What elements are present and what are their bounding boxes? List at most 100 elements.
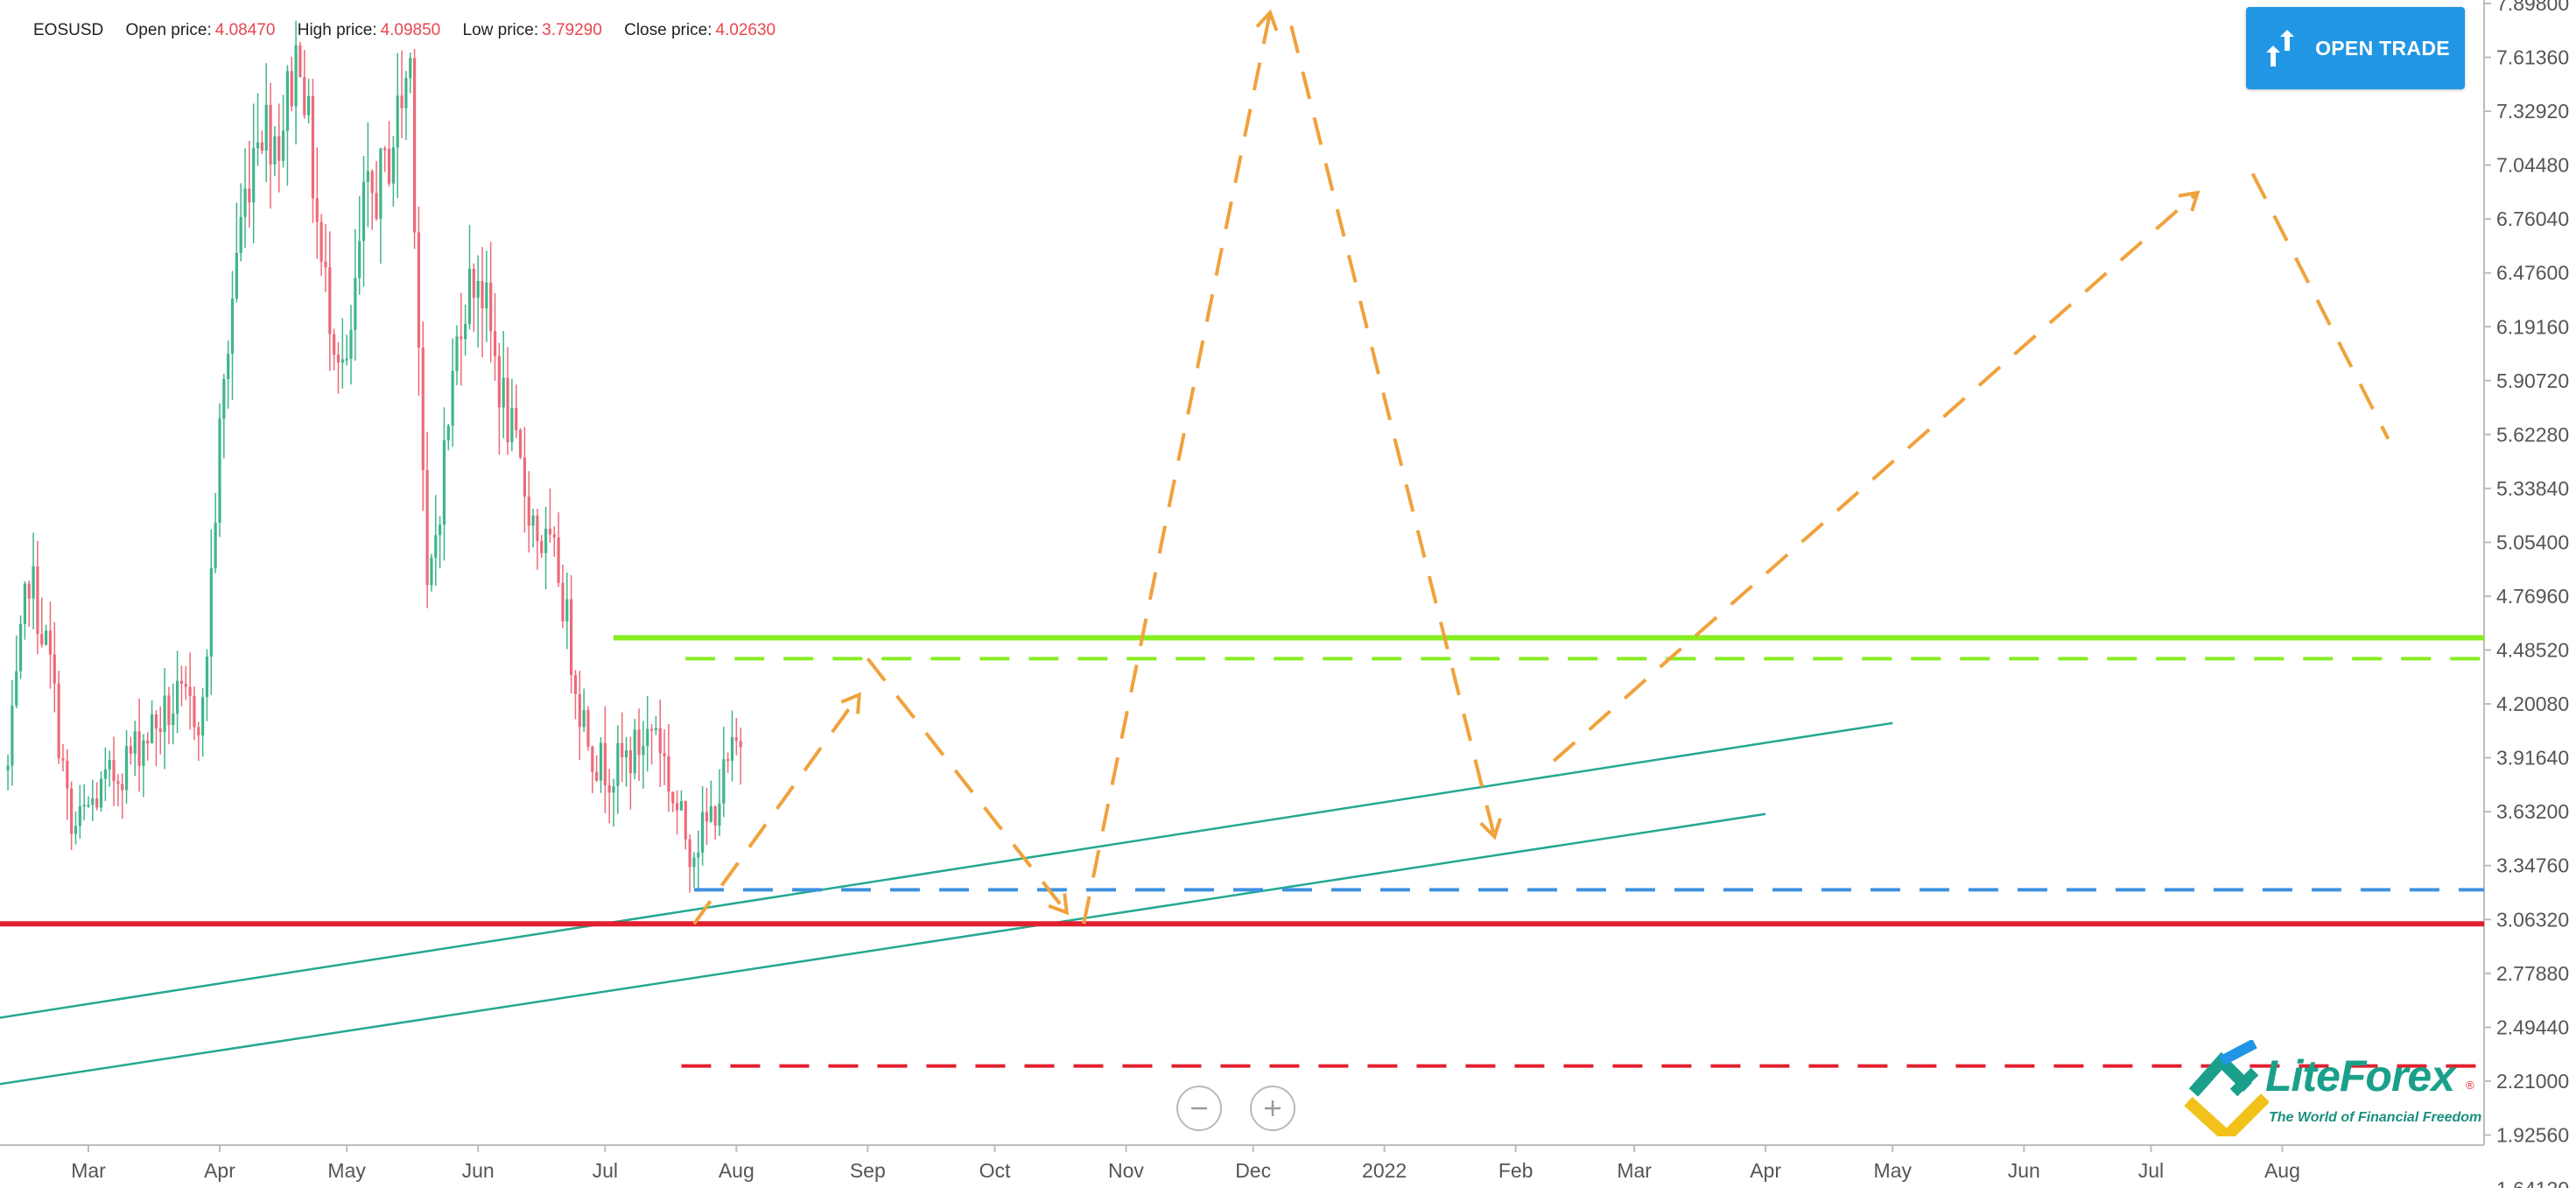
candle-down [193, 696, 196, 728]
candle-down [548, 528, 552, 535]
candle-up [142, 740, 145, 766]
candle-up [222, 378, 226, 419]
candle-down [536, 515, 539, 542]
forecast-segment [2250, 172, 2390, 440]
candle-up [633, 729, 636, 774]
candle-up [654, 728, 657, 731]
candle-down [481, 280, 484, 309]
candle-down [40, 634, 44, 645]
candle-up [209, 567, 213, 657]
forecast-segment [1552, 191, 2199, 763]
candle-up [642, 746, 645, 756]
candle-down [53, 654, 56, 684]
candle-down [595, 771, 599, 781]
close-value: 4.02630 [715, 21, 776, 39]
candle-down [425, 470, 429, 586]
candle-down [129, 746, 132, 754]
candle-down [375, 193, 378, 219]
price-tick-label: 2.49440 [2496, 1016, 2569, 1038]
time-tick-label: Mar [71, 1159, 106, 1182]
time-tick-label: Mar [1617, 1159, 1652, 1182]
candle-up [256, 142, 260, 149]
candle-up [391, 147, 395, 184]
candle-down [663, 753, 666, 756]
candle-up [409, 58, 412, 79]
up-down-arrows-icon [2266, 30, 2295, 67]
symbol-label: EOSUSD [33, 21, 104, 39]
candle-up [485, 282, 488, 309]
candle-down [298, 45, 302, 78]
candle-down [527, 496, 530, 526]
forecast-segment [1082, 11, 1272, 924]
time-tick-label: 2022 [1362, 1159, 1407, 1182]
zoom-out-button[interactable] [1176, 1086, 1222, 1131]
forecast-arrowhead [1255, 9, 1279, 32]
price-tick-label: 1.64120 [2496, 1177, 2569, 1188]
price-tick-label: 5.33840 [2496, 477, 2569, 500]
forecast-arrowhead [1479, 818, 1502, 840]
upper-channel-line [0, 721, 1893, 1019]
candle-down [36, 566, 39, 635]
price-tick-label: 3.06320 [2496, 908, 2569, 931]
price-tick-label: 2.21000 [2496, 1070, 2569, 1093]
candle-up [340, 359, 344, 363]
price-tick-label: 2.77880 [2496, 962, 2569, 985]
candle-down [184, 684, 187, 687]
candle-down [248, 188, 251, 203]
candle-up [163, 695, 166, 733]
candle-up [243, 188, 247, 217]
candle-down [675, 803, 679, 811]
candle-up [396, 95, 399, 148]
candle-up [281, 130, 285, 161]
candle-down [121, 784, 124, 791]
candle-down [460, 336, 463, 340]
axis-frame [0, 0, 2485, 1146]
time-tick-label: Oct [979, 1159, 1011, 1182]
open-value: 4.08470 [214, 21, 276, 39]
candle-down [561, 582, 565, 622]
time-tick-label: Aug [2264, 1159, 2300, 1182]
open-trade-button[interactable]: OPEN TRADE [2246, 7, 2465, 89]
candle-up [74, 826, 78, 834]
candle-down [586, 710, 590, 747]
candle-up [709, 805, 712, 822]
candle-up [205, 657, 209, 698]
candle-down [277, 136, 281, 161]
candle-up [646, 728, 649, 747]
candle-up [252, 148, 256, 203]
forecast-arrowhead [2178, 190, 2200, 212]
candle-up [679, 800, 684, 811]
candle-down [523, 457, 526, 497]
candle-up [201, 697, 205, 736]
candle-up [404, 78, 408, 109]
forecast-arrowhead [1048, 893, 1070, 916]
candle-down [607, 784, 611, 793]
candle-down [726, 759, 730, 762]
candle-up [722, 759, 726, 804]
candle-up [439, 524, 442, 536]
forecast-segment [1289, 25, 1497, 838]
candle-down [671, 791, 675, 804]
candle-down [260, 142, 263, 151]
zoom-in-button[interactable] [1250, 1086, 1295, 1131]
candle-up [531, 515, 535, 526]
price-tick-label: 6.47600 [2496, 262, 2569, 285]
candle-down [146, 740, 150, 744]
candle-up [379, 148, 383, 219]
time-axis: Mar Apr May Jun Jul Aug Sep Oct Nov Dec 2022 Feb Mar… [71, 1145, 2300, 1182]
candle-down [303, 77, 306, 116]
levels [0, 635, 2484, 1068]
candle-down [154, 714, 158, 729]
candle-up [730, 737, 734, 762]
candle-down [336, 355, 340, 363]
price-tick-label: 4.76960 [2496, 585, 2569, 608]
candle-down [739, 741, 742, 748]
candle-up [434, 535, 438, 558]
candle-up [582, 710, 586, 728]
candle-down [116, 781, 120, 784]
candle-up [358, 241, 361, 278]
candle-up [451, 370, 454, 426]
low-label: Low price: [462, 21, 539, 39]
